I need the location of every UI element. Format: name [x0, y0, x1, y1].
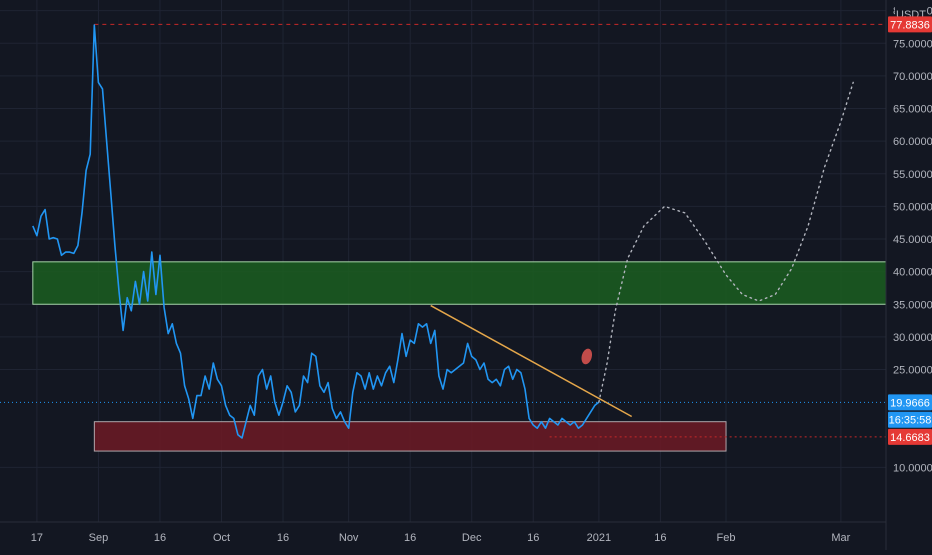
- x-tick-label: Feb: [717, 532, 736, 544]
- resistance-zone: [32, 261, 887, 305]
- y-tick-label: 75.0000: [893, 38, 932, 50]
- price-label-bg: [888, 411, 932, 428]
- y-tick-label: 10.0000: [893, 462, 932, 474]
- price-series-line: [32, 24, 600, 439]
- support-zone: [93, 421, 727, 452]
- price-label-bg: [888, 428, 932, 445]
- y-tick-label: 45.0000: [893, 234, 932, 246]
- x-tick-label: 16: [654, 532, 666, 544]
- y-tick-label: 40.0000: [893, 267, 932, 279]
- x-tick-label: Mar: [831, 532, 850, 544]
- price-label-layer: 77.8836 19.9666 16:35:58 14.6683: [888, 16, 932, 445]
- price-label: 16:35:58: [889, 415, 932, 427]
- price-label-bg: [888, 16, 932, 33]
- projection-path: [598, 81, 854, 403]
- x-tick-label: 16: [154, 532, 166, 544]
- price-label: 14.6683: [890, 432, 930, 444]
- y-tick-label: 25.0000: [893, 365, 932, 377]
- lines-layer: [0, 23, 886, 438]
- marker-dot: [581, 348, 593, 365]
- zones-layer: [32, 261, 887, 452]
- series-layer: [32, 24, 854, 439]
- y-tick-label: 50.0000: [893, 201, 932, 213]
- trendline: [430, 304, 633, 418]
- x-tick-label: 2021: [587, 532, 611, 544]
- y-tick-label: 60.0000: [893, 136, 932, 148]
- price-label-bg: [888, 394, 932, 411]
- x-tick-label: Oct: [213, 532, 230, 544]
- x-tick-label: 17: [31, 532, 43, 544]
- price-label: 77.8836: [890, 19, 930, 31]
- y-tick-label: 35.0000: [893, 299, 932, 311]
- y-tick-label: 70.0000: [893, 71, 932, 83]
- x-tick-label: Dec: [462, 532, 482, 544]
- x-tick-label: Nov: [339, 532, 359, 544]
- y-tick-label: 55.0000: [893, 169, 932, 181]
- x-tick-label: 16: [527, 532, 539, 544]
- x-tick-label: 16: [277, 532, 289, 544]
- x-tick-label: Sep: [89, 532, 109, 544]
- price-label: 19.9666: [890, 397, 930, 409]
- y-tick-label: 30.0000: [893, 332, 932, 344]
- x-tick-label: 16: [404, 532, 416, 544]
- y-tick-label: 65.0000: [893, 104, 932, 116]
